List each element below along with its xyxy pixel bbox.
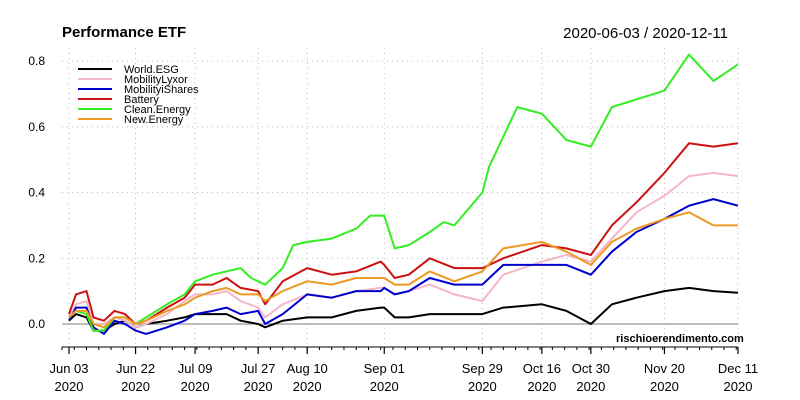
x-tick-year: 2020 (650, 379, 679, 394)
legend-label: MobilityLyxor (124, 74, 188, 86)
x-tick-year: 2020 (244, 379, 273, 394)
series-line-battery (68, 142, 739, 325)
x-tick-year: 2020 (370, 379, 399, 394)
x-tick-year: 2020 (527, 379, 556, 394)
x-tick-year: 2020 (181, 379, 210, 394)
x-tick-label: Aug 10 (287, 361, 328, 376)
series-lines (68, 53, 739, 335)
x-tick-year: 2020 (576, 379, 605, 394)
y-tick-label: 0.8 (28, 54, 45, 68)
series-line-new-energy (68, 211, 738, 329)
x-tick-label: Oct 30 (572, 361, 610, 376)
x-tick-label: Jun 03 (49, 361, 88, 376)
legend: World.ESGMobilityLyxorMobilityiSharesBat… (78, 64, 199, 126)
y-tick-label: 0.2 (28, 251, 45, 265)
x-tick-label: Jul 27 (241, 361, 276, 376)
y-tick-label: 0.6 (28, 120, 45, 134)
legend-label: World.ESG (124, 64, 179, 76)
x-tick-year: 2020 (121, 379, 150, 394)
y-axis: 0.0 0.2 0.4 0.6 0.8 (28, 54, 45, 331)
x-tick-label: Jun 22 (116, 361, 155, 376)
legend-label: Battery (124, 94, 159, 106)
x-tick-year: 2020 (293, 379, 322, 394)
y-tick-label: 0.4 (28, 186, 45, 200)
series-line-mobilityishares (68, 198, 739, 335)
chart-title: Performance ETF (62, 24, 187, 41)
x-tick-year: 2020 (55, 379, 84, 394)
x-tick-label: Oct 16 (523, 361, 561, 376)
x-tick-label: Dec 11 (718, 361, 758, 376)
legend-label: MobilityiShares (124, 84, 199, 96)
y-tick-label: 0.0 (28, 317, 45, 331)
x-tick-year: 2020 (468, 379, 497, 394)
x-tick-label: Sep 01 (364, 361, 405, 376)
x-tick-label: Jul 09 (178, 361, 213, 376)
date-range-label: 2020-06-03 / 2020-12-11 (563, 25, 728, 42)
legend-label: Clean.Energy (124, 104, 191, 116)
x-tick-year: 2020 (724, 379, 753, 394)
watermark-text: rischioerendimento.com (616, 333, 744, 345)
x-tick-label: Sep 29 (462, 361, 503, 376)
legend-label: New.Energy (124, 114, 184, 126)
x-tick-label: Nov 20 (644, 361, 685, 376)
x-axis: Jun 03 2020 Jun 22 2020 Jul 09 2020 Jul 27 2020… (49, 346, 758, 394)
